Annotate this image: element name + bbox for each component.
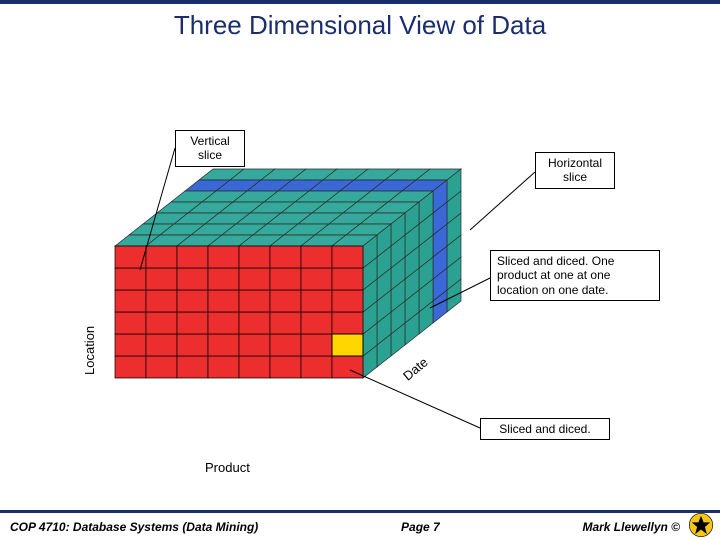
page-title: Three Dimensional View of Data	[0, 10, 720, 41]
footer-author: Mark Llewellyn ©	[582, 520, 680, 534]
label-sliced-long-text: Sliced and diced. Oneproduct at one at o…	[497, 254, 614, 297]
ucf-logo-icon	[688, 512, 714, 538]
diagram: Verticalslice Horizontalslice Sliced and…	[0, 60, 720, 480]
axis-product: Product	[205, 460, 250, 475]
label-vertical-slice: Verticalslice	[175, 130, 245, 167]
axis-location: Location	[82, 326, 97, 375]
label-horizontal-slice: Horizontalslice	[535, 152, 615, 189]
label-sliced-long: Sliced and diced. Oneproduct at one at o…	[490, 250, 660, 301]
label-vertical-slice-text: Verticalslice	[190, 134, 229, 162]
footer: COP 4710: Database Systems (Data Mining)…	[0, 510, 720, 540]
footer-course: COP 4710: Database Systems (Data Mining)	[10, 520, 258, 534]
footer-page: Page 7	[258, 520, 582, 534]
label-sliced-short-text: Sliced and diced.	[499, 422, 590, 436]
header-rule	[0, 0, 720, 4]
label-sliced-short: Sliced and diced.	[480, 418, 610, 440]
label-horizontal-slice-text: Horizontalslice	[548, 156, 602, 184]
